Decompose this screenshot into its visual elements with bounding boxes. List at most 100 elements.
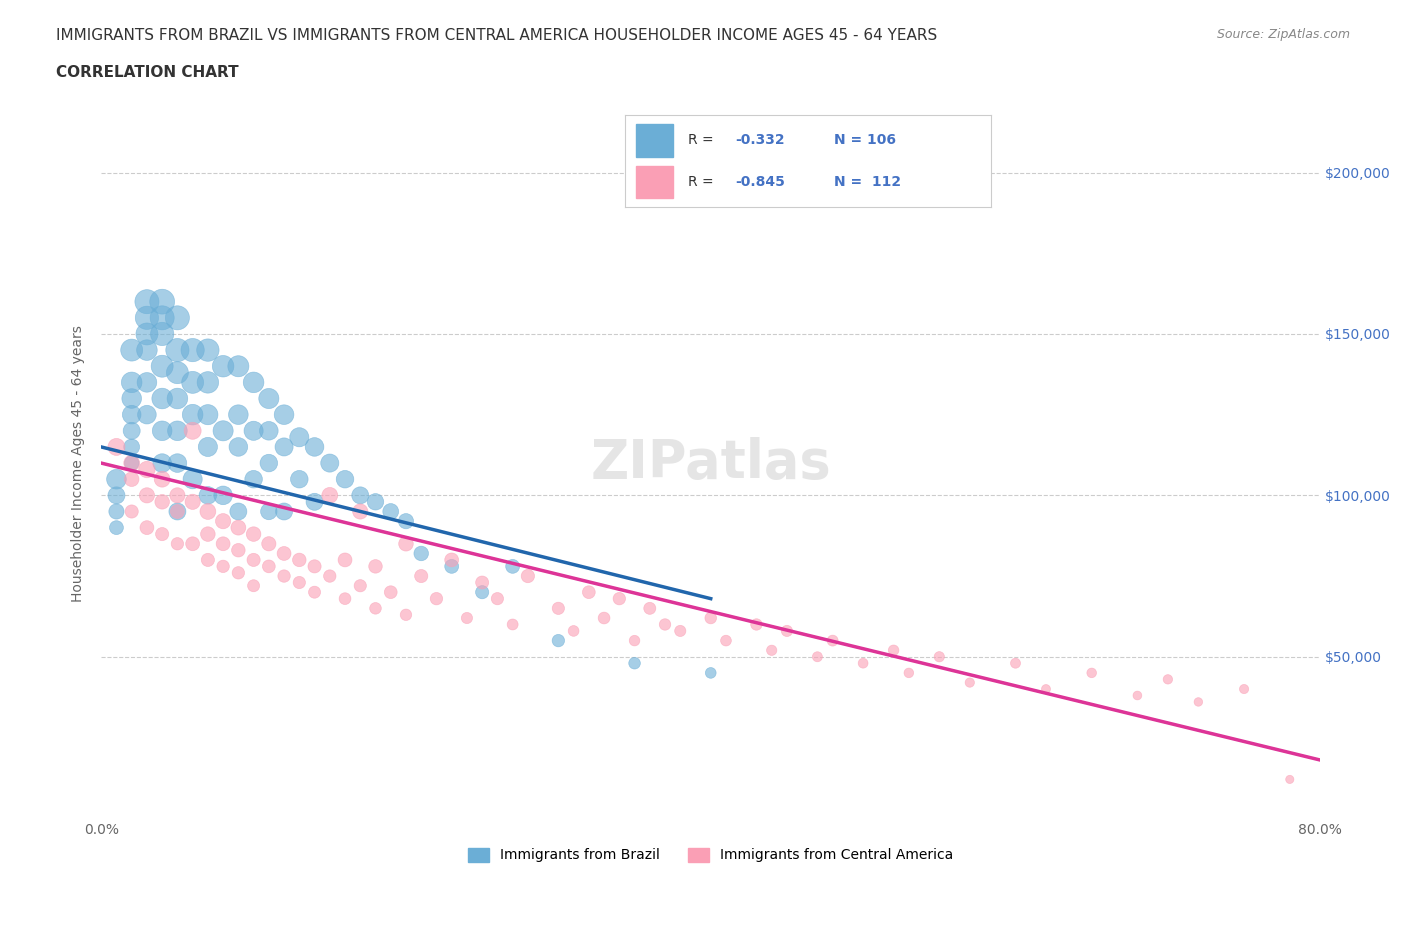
Point xyxy=(623,656,645,671)
Point xyxy=(166,311,188,325)
Point xyxy=(623,633,645,648)
Point xyxy=(212,537,235,551)
Point xyxy=(150,423,173,438)
Text: CORRELATION CHART: CORRELATION CHART xyxy=(56,65,239,80)
Point xyxy=(395,607,418,622)
Point xyxy=(242,578,264,593)
Point xyxy=(288,472,311,486)
Point xyxy=(776,623,799,638)
Point xyxy=(135,407,157,422)
Point xyxy=(197,342,219,357)
Point xyxy=(806,649,828,664)
Point xyxy=(1278,772,1301,787)
Point xyxy=(135,342,157,357)
Point xyxy=(411,568,433,583)
Point xyxy=(714,633,737,648)
Point xyxy=(150,472,173,486)
Point xyxy=(212,559,235,574)
Point xyxy=(150,359,173,374)
Point xyxy=(304,585,326,600)
Point xyxy=(105,440,128,455)
Point xyxy=(181,342,204,357)
Point xyxy=(319,456,342,471)
Point xyxy=(380,585,402,600)
Point xyxy=(166,504,188,519)
Point xyxy=(1004,656,1026,671)
Legend: Immigrants from Brazil, Immigrants from Central America: Immigrants from Brazil, Immigrants from … xyxy=(463,842,959,868)
Point xyxy=(181,407,204,422)
Point xyxy=(121,392,143,406)
Point xyxy=(228,543,250,558)
Point xyxy=(135,462,157,477)
Point xyxy=(121,456,143,471)
Text: Source: ZipAtlas.com: Source: ZipAtlas.com xyxy=(1216,28,1350,41)
Point xyxy=(547,601,569,616)
Point xyxy=(197,488,219,503)
Point xyxy=(852,656,875,671)
Point xyxy=(121,375,143,390)
Point xyxy=(304,440,326,455)
Point xyxy=(166,392,188,406)
Point xyxy=(1157,671,1180,686)
Point xyxy=(135,488,157,503)
Point xyxy=(228,440,250,455)
Point xyxy=(928,649,950,664)
Point xyxy=(105,504,128,519)
Point xyxy=(257,537,280,551)
Point xyxy=(607,591,630,606)
Point xyxy=(959,675,981,690)
Point xyxy=(562,623,585,638)
Point xyxy=(228,359,250,374)
Point xyxy=(578,585,600,600)
Point xyxy=(150,326,173,341)
Point xyxy=(425,591,447,606)
Point xyxy=(166,488,188,503)
Point xyxy=(150,311,173,325)
Point xyxy=(228,407,250,422)
Point xyxy=(166,342,188,357)
Point xyxy=(273,568,295,583)
Point xyxy=(440,559,463,574)
Y-axis label: Householder Income Ages 45 - 64 years: Householder Income Ages 45 - 64 years xyxy=(72,325,86,602)
Point xyxy=(105,488,128,503)
Point xyxy=(883,643,905,658)
Point xyxy=(181,472,204,486)
Point xyxy=(638,601,661,616)
Text: ZIPatlas: ZIPatlas xyxy=(591,437,831,489)
Point xyxy=(273,546,295,561)
Point xyxy=(257,392,280,406)
Point xyxy=(197,526,219,541)
Point xyxy=(257,504,280,519)
Point xyxy=(471,575,494,590)
Point xyxy=(1080,666,1102,681)
Point xyxy=(1187,695,1209,710)
Point xyxy=(319,568,342,583)
Point xyxy=(319,488,342,503)
Point xyxy=(166,504,188,519)
Point xyxy=(502,617,524,631)
Point xyxy=(547,633,569,648)
Point xyxy=(349,504,371,519)
Point xyxy=(197,552,219,567)
Point xyxy=(364,601,387,616)
Point xyxy=(121,342,143,357)
Point xyxy=(212,513,235,528)
Point xyxy=(1126,688,1149,703)
Point xyxy=(440,552,463,567)
Point xyxy=(166,423,188,438)
Point xyxy=(257,559,280,574)
Point xyxy=(121,472,143,486)
Point xyxy=(105,472,128,486)
Point xyxy=(197,504,219,519)
Point xyxy=(228,520,250,535)
Point xyxy=(395,537,418,551)
Point xyxy=(349,488,371,503)
Point xyxy=(150,526,173,541)
Point xyxy=(242,472,264,486)
Point xyxy=(745,617,768,631)
Point xyxy=(1233,682,1256,697)
Point xyxy=(135,294,157,309)
Point xyxy=(897,666,920,681)
Point xyxy=(197,440,219,455)
Point xyxy=(135,311,157,325)
